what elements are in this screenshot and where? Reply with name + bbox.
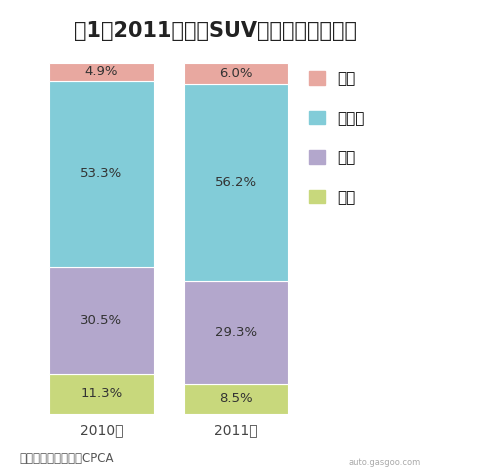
Text: 29.3%: 29.3% — [215, 326, 257, 339]
Bar — [183, 63, 288, 85]
Text: 30.5%: 30.5% — [80, 314, 122, 327]
Bar — [49, 80, 154, 267]
Text: 来源：盖世汽车网，CPCA: 来源：盖世汽车网，CPCA — [19, 452, 114, 464]
Text: 56.2%: 56.2% — [215, 176, 257, 189]
Legend: 高端, 中高端, 中端, 低端: 高端, 中高端, 中端, 低端 — [309, 71, 364, 205]
Bar — [183, 384, 288, 414]
Text: 11.3%: 11.3% — [80, 387, 122, 400]
Bar — [183, 85, 288, 281]
Bar — [49, 374, 154, 414]
Text: 8.5%: 8.5% — [219, 392, 253, 405]
Text: auto.gasgoo.com: auto.gasgoo.com — [348, 458, 421, 467]
Text: 4.9%: 4.9% — [85, 65, 118, 78]
Bar — [49, 63, 154, 80]
Bar — [49, 267, 154, 374]
Text: 6.0%: 6.0% — [219, 67, 253, 80]
Bar — [183, 281, 288, 384]
Title: 图1：2011年国产SUV细分市场份额变化: 图1：2011年国产SUV细分市场份额变化 — [74, 21, 357, 41]
Text: 53.3%: 53.3% — [80, 167, 122, 180]
